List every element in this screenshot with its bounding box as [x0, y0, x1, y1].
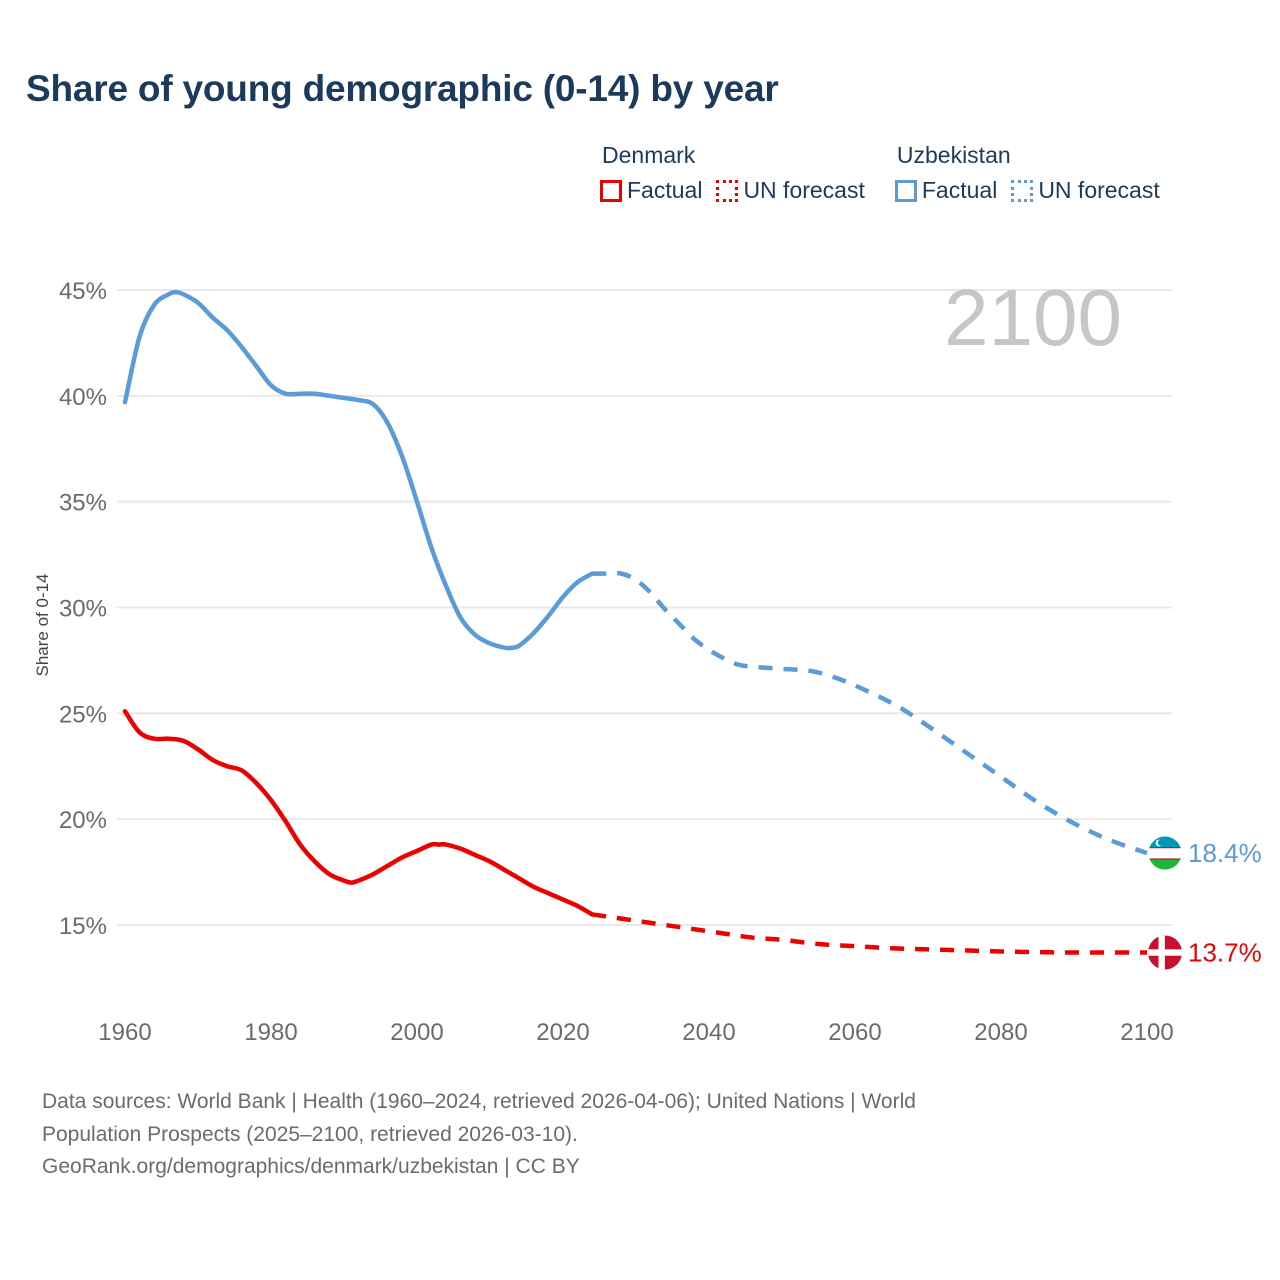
end-value-label-denmark: 13.7% — [1188, 938, 1262, 968]
gridlines — [117, 289, 1172, 926]
series-line-factual-denmark — [122, 708, 595, 917]
y-tick-label: 15% — [59, 913, 107, 940]
y-tick-labels: 15% 20% 25% 30% 35% 40% 45% — [59, 278, 107, 940]
legend-swatch-dotted-icon — [1011, 179, 1034, 202]
legend-label-uzbekistan-factual: Factual — [921, 177, 998, 203]
y-tick-label: 45% — [59, 278, 107, 305]
end-markers: 13.7% 18.4% — [1147, 835, 1262, 970]
end-value-label-uzbekistan: 18.4% — [1188, 838, 1262, 868]
x-tick-label: 1960 — [98, 1019, 151, 1046]
legend-item-uzbekistan-factual[interactable]: Factual — [894, 177, 998, 204]
x-tick-label: 2080 — [974, 1019, 1027, 1046]
series-line-forecast-uzbekistan — [592, 570, 1148, 856]
legend-item-uzbekistan-forecast[interactable]: UN forecast — [1011, 177, 1160, 204]
y-tick-label: 35% — [59, 490, 107, 517]
y-axis-title: Share of 0-14 — [33, 573, 52, 676]
legend-item-denmark-forecast[interactable]: UN forecast — [716, 177, 865, 204]
legend-country-uzbekistan: Uzbekistan — [896, 142, 1011, 168]
legend-label-uzbekistan-forecast: UN forecast — [1038, 177, 1160, 203]
footer-data-sources-line2: Population Prospects (2025–2100, retriev… — [42, 1122, 578, 1146]
legend-label-denmark-forecast: UN forecast — [743, 177, 865, 203]
x-tick-label: 2020 — [536, 1019, 589, 1046]
end-marker-flag-uzbekistan — [1147, 835, 1183, 871]
y-tick-label: 30% — [59, 596, 107, 623]
legend-swatch-dotted-icon — [716, 179, 739, 202]
end-marker-flag-denmark — [1148, 935, 1182, 970]
legend-swatch-solid-icon — [600, 179, 622, 202]
series-lines — [122, 289, 1148, 955]
x-tick-label: 2000 — [390, 1019, 443, 1046]
series-line-factual-uzbekistan — [122, 289, 595, 651]
x-tick-label: 2040 — [682, 1019, 735, 1046]
y-tick-label: 40% — [59, 384, 107, 411]
series-line-forecast-denmark — [591, 912, 1147, 955]
y-tick-label: 25% — [59, 701, 107, 728]
x-tick-label: 2060 — [828, 1019, 881, 1046]
legend-items-denmark: Factual UN forecast — [600, 177, 865, 204]
legend-items-uzbekistan: Factual UN forecast — [894, 177, 1160, 204]
chart-legend: Denmark Factual UN forecast Uzbekistan F… — [600, 142, 1160, 204]
legend-group-uzbekistan: Uzbekistan Factual UN forecast — [894, 142, 1160, 204]
x-tick-label: 1980 — [244, 1019, 297, 1046]
y-tick-label: 20% — [59, 807, 107, 834]
legend-item-denmark-factual[interactable]: Factual — [600, 177, 702, 204]
legend-group-denmark: Denmark Factual UN forecast — [600, 142, 865, 204]
footer: Data sources: World Bank | Health (1960–… — [42, 1086, 1222, 1184]
x-tick-label: 2100 — [1120, 1019, 1173, 1046]
x-tick-labels: 1960 1980 2000 2020 2040 2060 2080 2100 — [98, 1019, 1173, 1046]
legend-swatch-solid-icon — [894, 179, 917, 202]
legend-label-denmark-factual: Factual — [627, 177, 703, 203]
page-title: Share of young demographic (0-14) by yea… — [26, 68, 779, 109]
footer-data-sources-line1: Data sources: World Bank | Health (1960–… — [42, 1090, 916, 1113]
legend-country-denmark: Denmark — [602, 142, 696, 168]
footer-attribution: GeoRank.org/demographics/denmark/uzbekis… — [42, 1155, 580, 1179]
watermark-year: 2100 — [944, 273, 1122, 362]
